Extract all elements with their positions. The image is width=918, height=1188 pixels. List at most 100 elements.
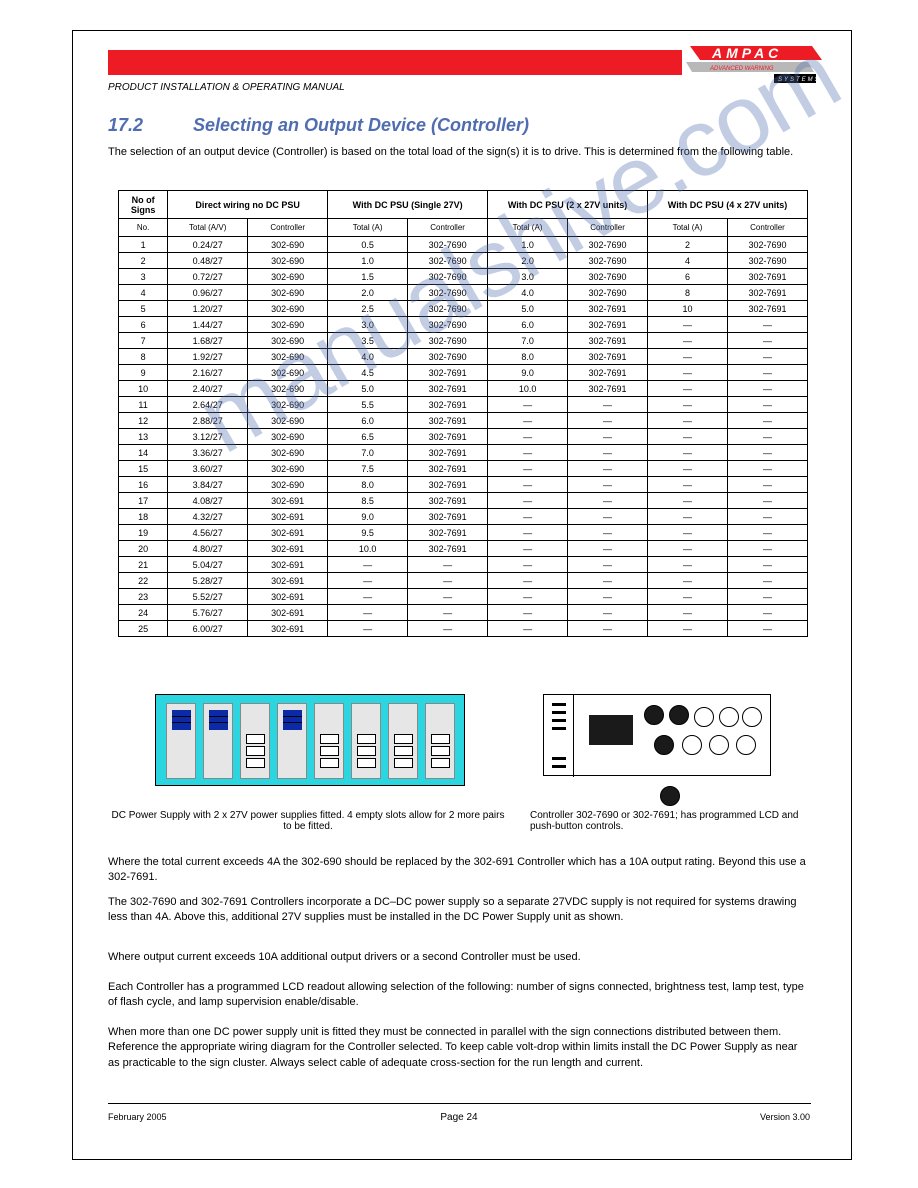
table-row: 153.60/27302-6907.5302-7691———— bbox=[119, 461, 808, 477]
table-cell: — bbox=[568, 413, 648, 429]
table-cell: — bbox=[488, 429, 568, 445]
controller-selection-table: No of SignsDirect wiring no DC PSUWith D… bbox=[118, 190, 808, 637]
table-cell: — bbox=[488, 557, 568, 573]
section-number: 17.2 bbox=[108, 115, 143, 136]
logo-tag1: ADVANCED WARNING bbox=[709, 66, 774, 72]
table-cell: 302-7691 bbox=[408, 493, 488, 509]
table-cell: — bbox=[648, 557, 728, 573]
table-cell: 302-7691 bbox=[408, 461, 488, 477]
table-cell: 302-7690 bbox=[728, 253, 808, 269]
table-cell: 302-7691 bbox=[408, 477, 488, 493]
table-cell: — bbox=[648, 381, 728, 397]
table-cell: 3.84/27 bbox=[168, 477, 248, 493]
lcd-screen-icon bbox=[589, 715, 633, 745]
doc-subtitle: PRODUCT INSTALLATION & OPERATING MANUAL bbox=[108, 82, 345, 93]
table-cell: 16 bbox=[119, 477, 168, 493]
table-cell: 302-7690 bbox=[408, 317, 488, 333]
table-cell: 2.40/27 bbox=[168, 381, 248, 397]
table-cell: 302-691 bbox=[248, 525, 328, 541]
table-cell: — bbox=[728, 509, 808, 525]
table-cell: — bbox=[728, 573, 808, 589]
body-paragraph: Where output current exceeds 10A additio… bbox=[108, 950, 808, 965]
table-cell: 302-690 bbox=[248, 269, 328, 285]
psu-module-icon bbox=[172, 710, 191, 730]
table-row: 235.52/27302-691—————— bbox=[119, 589, 808, 605]
table-cell: 302-7690 bbox=[568, 285, 648, 301]
table-cell: 5.76/27 bbox=[168, 605, 248, 621]
table-cell: 302-690 bbox=[248, 253, 328, 269]
table-cell: 302-7691 bbox=[408, 429, 488, 445]
table-cell: 302-690 bbox=[248, 365, 328, 381]
table-cell: 302-7690 bbox=[408, 333, 488, 349]
table-sub-header: Controller bbox=[568, 219, 648, 237]
table-cell: — bbox=[568, 445, 648, 461]
table-cell: 302-7691 bbox=[408, 365, 488, 381]
table-cell: 302-7690 bbox=[408, 253, 488, 269]
table-cell: 302-7691 bbox=[408, 381, 488, 397]
table-cell: 302-7691 bbox=[568, 365, 648, 381]
table-cell: 4.08/27 bbox=[168, 493, 248, 509]
table-cell: 302-7690 bbox=[568, 269, 648, 285]
table-cell: — bbox=[328, 621, 408, 637]
table-cell: — bbox=[408, 557, 488, 573]
intro-paragraph: The selection of an output device (Contr… bbox=[108, 145, 808, 160]
psu-slot bbox=[240, 703, 270, 779]
table-cell: 302-691 bbox=[248, 509, 328, 525]
table-cell: — bbox=[488, 541, 568, 557]
psu-terminal-icon bbox=[320, 734, 339, 770]
table-cell: 302-7691 bbox=[728, 285, 808, 301]
header-bar bbox=[108, 50, 682, 75]
dc-psu-caption: DC Power Supply with 2 x 27V power suppl… bbox=[108, 810, 508, 832]
psu-slot bbox=[388, 703, 418, 779]
table-cell: 302-7691 bbox=[568, 333, 648, 349]
table-sub-header: Total (A) bbox=[488, 219, 568, 237]
psu-terminal-icon bbox=[431, 734, 450, 770]
psu-module-icon bbox=[283, 710, 302, 730]
table-cell: 19 bbox=[119, 525, 168, 541]
table-cell: 302-690 bbox=[248, 317, 328, 333]
table-cell: 0.96/27 bbox=[168, 285, 248, 301]
controller-button-icon bbox=[736, 735, 756, 755]
body-paragraph: The 302-7690 and 302-7691 Controllers in… bbox=[108, 895, 808, 926]
table-cell: 302-691 bbox=[248, 557, 328, 573]
table-cell: — bbox=[648, 509, 728, 525]
table-cell: — bbox=[568, 493, 648, 509]
table-cell: 9.0 bbox=[488, 365, 568, 381]
table-cell: 21 bbox=[119, 557, 168, 573]
table-cell: — bbox=[488, 525, 568, 541]
table-cell: 5.52/27 bbox=[168, 589, 248, 605]
table-row: 133.12/27302-6906.5302-7691———— bbox=[119, 429, 808, 445]
table-cell: 5 bbox=[119, 301, 168, 317]
table-cell: — bbox=[328, 557, 408, 573]
table-cell: 7.0 bbox=[488, 333, 568, 349]
table-cell: — bbox=[728, 413, 808, 429]
logo-tag2: SYSTEMS bbox=[778, 77, 821, 83]
table-cell: 1.0 bbox=[488, 237, 568, 253]
table-cell: — bbox=[488, 445, 568, 461]
table-cell: 8.5 bbox=[328, 493, 408, 509]
table-cell: 3 bbox=[119, 269, 168, 285]
psu-slot bbox=[425, 703, 455, 779]
table-group-header: Direct wiring no DC PSU bbox=[168, 191, 328, 219]
table-cell: 8.0 bbox=[328, 477, 408, 493]
controller-side-panel bbox=[544, 695, 574, 777]
table-cell: 4.80/27 bbox=[168, 541, 248, 557]
table-cell: — bbox=[648, 477, 728, 493]
table-cell: 302-690 bbox=[248, 461, 328, 477]
psu-module-icon bbox=[209, 710, 228, 730]
table-cell: 6.0 bbox=[328, 413, 408, 429]
table-cell: 11 bbox=[119, 397, 168, 413]
psu-slot bbox=[277, 703, 307, 779]
table-row: 30.72/27302-6901.5302-76903.0302-7690630… bbox=[119, 269, 808, 285]
table-group-header: With DC PSU (4 x 27V units) bbox=[648, 191, 808, 219]
table-cell: 22 bbox=[119, 573, 168, 589]
table-cell: — bbox=[568, 461, 648, 477]
controller-caption: Controller 302-7690 or 302-7691; has pro… bbox=[530, 810, 808, 832]
table-sub-header: Controller bbox=[408, 219, 488, 237]
psu-slot bbox=[351, 703, 381, 779]
table-cell: — bbox=[728, 397, 808, 413]
table-row: 215.04/27302-691—————— bbox=[119, 557, 808, 573]
table-row: 102.40/27302-6905.0302-769110.0302-7691—… bbox=[119, 381, 808, 397]
table-cell: 1.20/27 bbox=[168, 301, 248, 317]
table-cell: 1.5 bbox=[328, 269, 408, 285]
